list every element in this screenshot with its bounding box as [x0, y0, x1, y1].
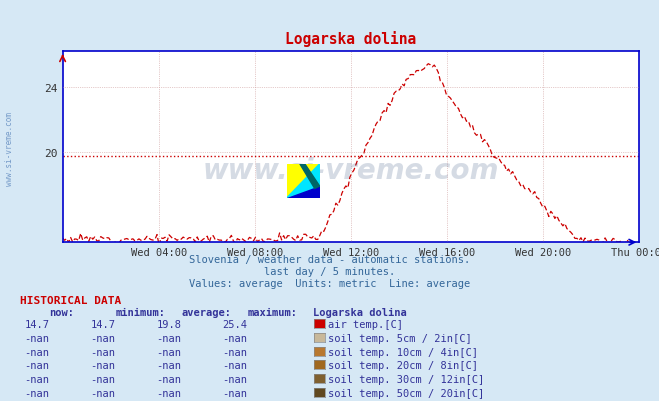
Text: -nan: -nan: [156, 347, 181, 357]
Polygon shape: [300, 164, 320, 189]
Text: soil temp. 10cm / 4in[C]: soil temp. 10cm / 4in[C]: [328, 347, 478, 357]
Text: soil temp. 20cm / 8in[C]: soil temp. 20cm / 8in[C]: [328, 360, 478, 371]
Text: Values: average  Units: metric  Line: average: Values: average Units: metric Line: aver…: [189, 279, 470, 289]
Text: -nan: -nan: [24, 388, 49, 398]
Text: www.si-vreme.com: www.si-vreme.com: [5, 111, 14, 185]
Polygon shape: [287, 186, 320, 198]
Text: last day / 5 minutes.: last day / 5 minutes.: [264, 267, 395, 277]
Text: -nan: -nan: [90, 347, 115, 357]
Text: air temp.[C]: air temp.[C]: [328, 320, 403, 330]
Text: 14.7: 14.7: [24, 320, 49, 330]
Text: -nan: -nan: [222, 347, 247, 357]
Text: -nan: -nan: [90, 374, 115, 384]
Text: soil temp. 30cm / 12in[C]: soil temp. 30cm / 12in[C]: [328, 374, 484, 384]
Text: -nan: -nan: [156, 360, 181, 371]
Text: average:: average:: [181, 307, 231, 317]
Text: -nan: -nan: [222, 388, 247, 398]
Text: now:: now:: [49, 307, 74, 317]
Text: -nan: -nan: [156, 333, 181, 343]
Text: -nan: -nan: [90, 333, 115, 343]
Text: -nan: -nan: [222, 374, 247, 384]
Text: 25.4: 25.4: [222, 320, 247, 330]
Text: maximum:: maximum:: [247, 307, 297, 317]
Text: -nan: -nan: [90, 360, 115, 371]
Text: -nan: -nan: [156, 388, 181, 398]
Text: -nan: -nan: [222, 333, 247, 343]
Text: HISTORICAL DATA: HISTORICAL DATA: [20, 295, 121, 305]
Polygon shape: [287, 164, 320, 198]
Text: soil temp. 5cm / 2in[C]: soil temp. 5cm / 2in[C]: [328, 333, 472, 343]
Title: Logarska dolina: Logarska dolina: [285, 31, 416, 47]
Text: Logarska dolina: Logarska dolina: [313, 307, 407, 317]
Text: -nan: -nan: [24, 374, 49, 384]
Text: soil temp. 50cm / 20in[C]: soil temp. 50cm / 20in[C]: [328, 388, 484, 398]
Text: www.si-vreme.com: www.si-vreme.com: [203, 156, 499, 184]
Text: -nan: -nan: [24, 333, 49, 343]
Polygon shape: [287, 164, 320, 198]
Text: Slovenia / weather data - automatic stations.: Slovenia / weather data - automatic stat…: [189, 255, 470, 265]
Text: 19.8: 19.8: [156, 320, 181, 330]
Text: -nan: -nan: [24, 347, 49, 357]
Text: -nan: -nan: [24, 360, 49, 371]
Text: -nan: -nan: [156, 374, 181, 384]
Text: minimum:: minimum:: [115, 307, 165, 317]
Text: 14.7: 14.7: [90, 320, 115, 330]
Text: -nan: -nan: [90, 388, 115, 398]
Text: -nan: -nan: [222, 360, 247, 371]
